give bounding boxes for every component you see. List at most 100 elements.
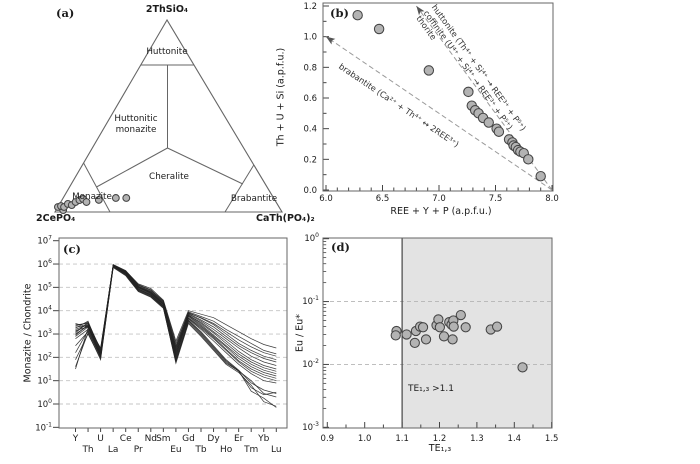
tick-label: 0.9 xyxy=(321,434,335,444)
arrowhead-icon xyxy=(416,6,425,16)
scatter-point-d xyxy=(517,362,528,373)
tick-label: 1.2 xyxy=(303,2,317,12)
tick-label: Eu xyxy=(170,445,181,455)
tick-label: 6.5 xyxy=(376,194,390,204)
ternary-data-point xyxy=(94,195,103,204)
tick-label: 8.0 xyxy=(545,194,559,204)
substitution-vector-line xyxy=(325,36,553,191)
region-label-huttonitic-monazite: Huttonitic monazite xyxy=(114,114,158,135)
log-tick-label: 10-1 xyxy=(302,295,319,307)
tick-label: 0.4 xyxy=(303,125,317,135)
log-tick-label: 102 xyxy=(37,351,52,363)
tick-label: 1.5 xyxy=(545,434,559,444)
scatter-point-b xyxy=(373,23,385,35)
region-label-brabantite: Brabantite xyxy=(230,194,278,204)
tick-label: Y xyxy=(72,434,79,444)
tick-label: Er xyxy=(234,434,244,444)
tick-label: 7.5 xyxy=(489,194,503,204)
spider-series-line xyxy=(75,266,277,394)
log-tick-label: 105 xyxy=(37,281,52,293)
region-label-huttonite: Huttonite xyxy=(146,47,188,57)
log-tick-label: 100 xyxy=(304,232,319,244)
log-tick-label: 10-2 xyxy=(302,358,319,370)
tick-label: 1.0 xyxy=(358,434,372,444)
spider-series-line xyxy=(75,266,277,407)
spider-series-line xyxy=(75,266,277,408)
tick-label: Tm xyxy=(243,445,258,455)
panel-d-scatter: 0.9 1.0 1.1 1.2 1.3 1.4 1.5 100 10-1 10-2 10-3 xyxy=(302,232,558,444)
scatter-point-b xyxy=(463,86,474,98)
panel-b-y-axis-title: Th + U + Si (a.p.f.u.) xyxy=(275,47,287,147)
scatter-point-d xyxy=(434,322,445,333)
scatter-point-d xyxy=(447,334,458,345)
panel-c-letter: (c) xyxy=(63,242,81,256)
tick-label: 0.8 xyxy=(303,63,317,73)
log-tick-label: 10-1 xyxy=(35,421,52,433)
log-tick-label: 100 xyxy=(37,398,52,410)
ternary-data-point xyxy=(111,194,120,202)
region-label-monazite: Monazite xyxy=(72,192,112,202)
tick-label: Ho xyxy=(220,445,233,455)
tick-label: Sm xyxy=(156,434,170,444)
log-tick-label: 106 xyxy=(37,258,52,270)
scatter-point-d xyxy=(455,309,466,321)
region-label-cheralite: Cheralite xyxy=(149,172,189,182)
ternary-apex-top-label: 2ThSiO₄ xyxy=(145,4,189,15)
ternary-data-point xyxy=(122,194,131,202)
log-tick-label: 101 xyxy=(37,375,52,387)
spider-series-line xyxy=(75,263,277,357)
spider-series-line xyxy=(75,264,277,350)
tick-label: 0.0 xyxy=(303,186,317,196)
scatter-point-b xyxy=(483,117,494,128)
tick-label: 0.2 xyxy=(303,155,317,165)
scatter-point-d xyxy=(409,337,420,349)
scatter-point-b xyxy=(352,9,363,21)
panel-b-letter: (b) xyxy=(330,6,349,20)
tick-label: Th xyxy=(81,445,93,455)
ternary-apex-left-label: 2CePO₄ xyxy=(36,213,76,224)
panel-c-spider: 107 106 105 104 103 102 101 100 10-1 YTh U LaCePrNd… xyxy=(35,235,288,455)
panel-d-x-axis-title: TE₁,₃ xyxy=(428,443,452,454)
tick-label: 1.4 xyxy=(508,434,522,444)
log-tick-label: 104 xyxy=(37,305,52,317)
log-tick-label: 107 xyxy=(37,235,52,247)
tick-label: 6.0 xyxy=(319,194,333,204)
tick-label: La xyxy=(108,445,119,455)
scatter-point-d xyxy=(460,322,471,333)
shaded-region xyxy=(402,238,552,428)
tick-label: 7.0 xyxy=(432,194,446,204)
ternary-data-point xyxy=(82,198,91,206)
tick-label: 1.1 xyxy=(395,434,409,444)
tick-label: Lu xyxy=(271,445,282,455)
tick-label: Ce xyxy=(120,434,132,444)
tick-label: U xyxy=(97,434,104,444)
panel-a-ternary xyxy=(53,18,283,215)
scatter-point-b xyxy=(493,126,505,137)
substitution-vector-line xyxy=(415,5,553,191)
log-tick-label: 10-3 xyxy=(302,421,319,433)
scatter-point-d xyxy=(438,331,450,342)
panel-b-x-axis-title: REE + Y + P (a.p.f.u.) xyxy=(390,206,492,217)
scatter-point-b xyxy=(535,170,546,182)
scatter-point-d xyxy=(491,321,503,332)
tick-label: Yb xyxy=(257,434,269,444)
scatter-point-d xyxy=(417,322,429,333)
scatter-point-b xyxy=(523,154,534,165)
scatter-point-d xyxy=(390,330,401,341)
panel-a-letter: (a) xyxy=(56,6,75,20)
spider-series-line xyxy=(75,265,277,398)
scatter-point-d xyxy=(401,329,412,340)
tick-label: 0.6 xyxy=(303,94,317,104)
tick-label: 1.2 xyxy=(433,434,447,444)
tick-label: Dy xyxy=(207,434,220,444)
arrowhead-icon xyxy=(326,36,336,45)
spider-series-line xyxy=(75,265,277,396)
log-tick-label: 103 xyxy=(37,328,52,340)
panel-d-y-axis-title: Eu / Eu* xyxy=(294,313,306,353)
tick-label: Tb xyxy=(194,445,206,455)
shaded-region-annotation: TE₁,₃ >1.1 xyxy=(408,384,454,394)
tick-label: Gd xyxy=(182,434,195,444)
tick-label: Nd xyxy=(145,434,157,444)
